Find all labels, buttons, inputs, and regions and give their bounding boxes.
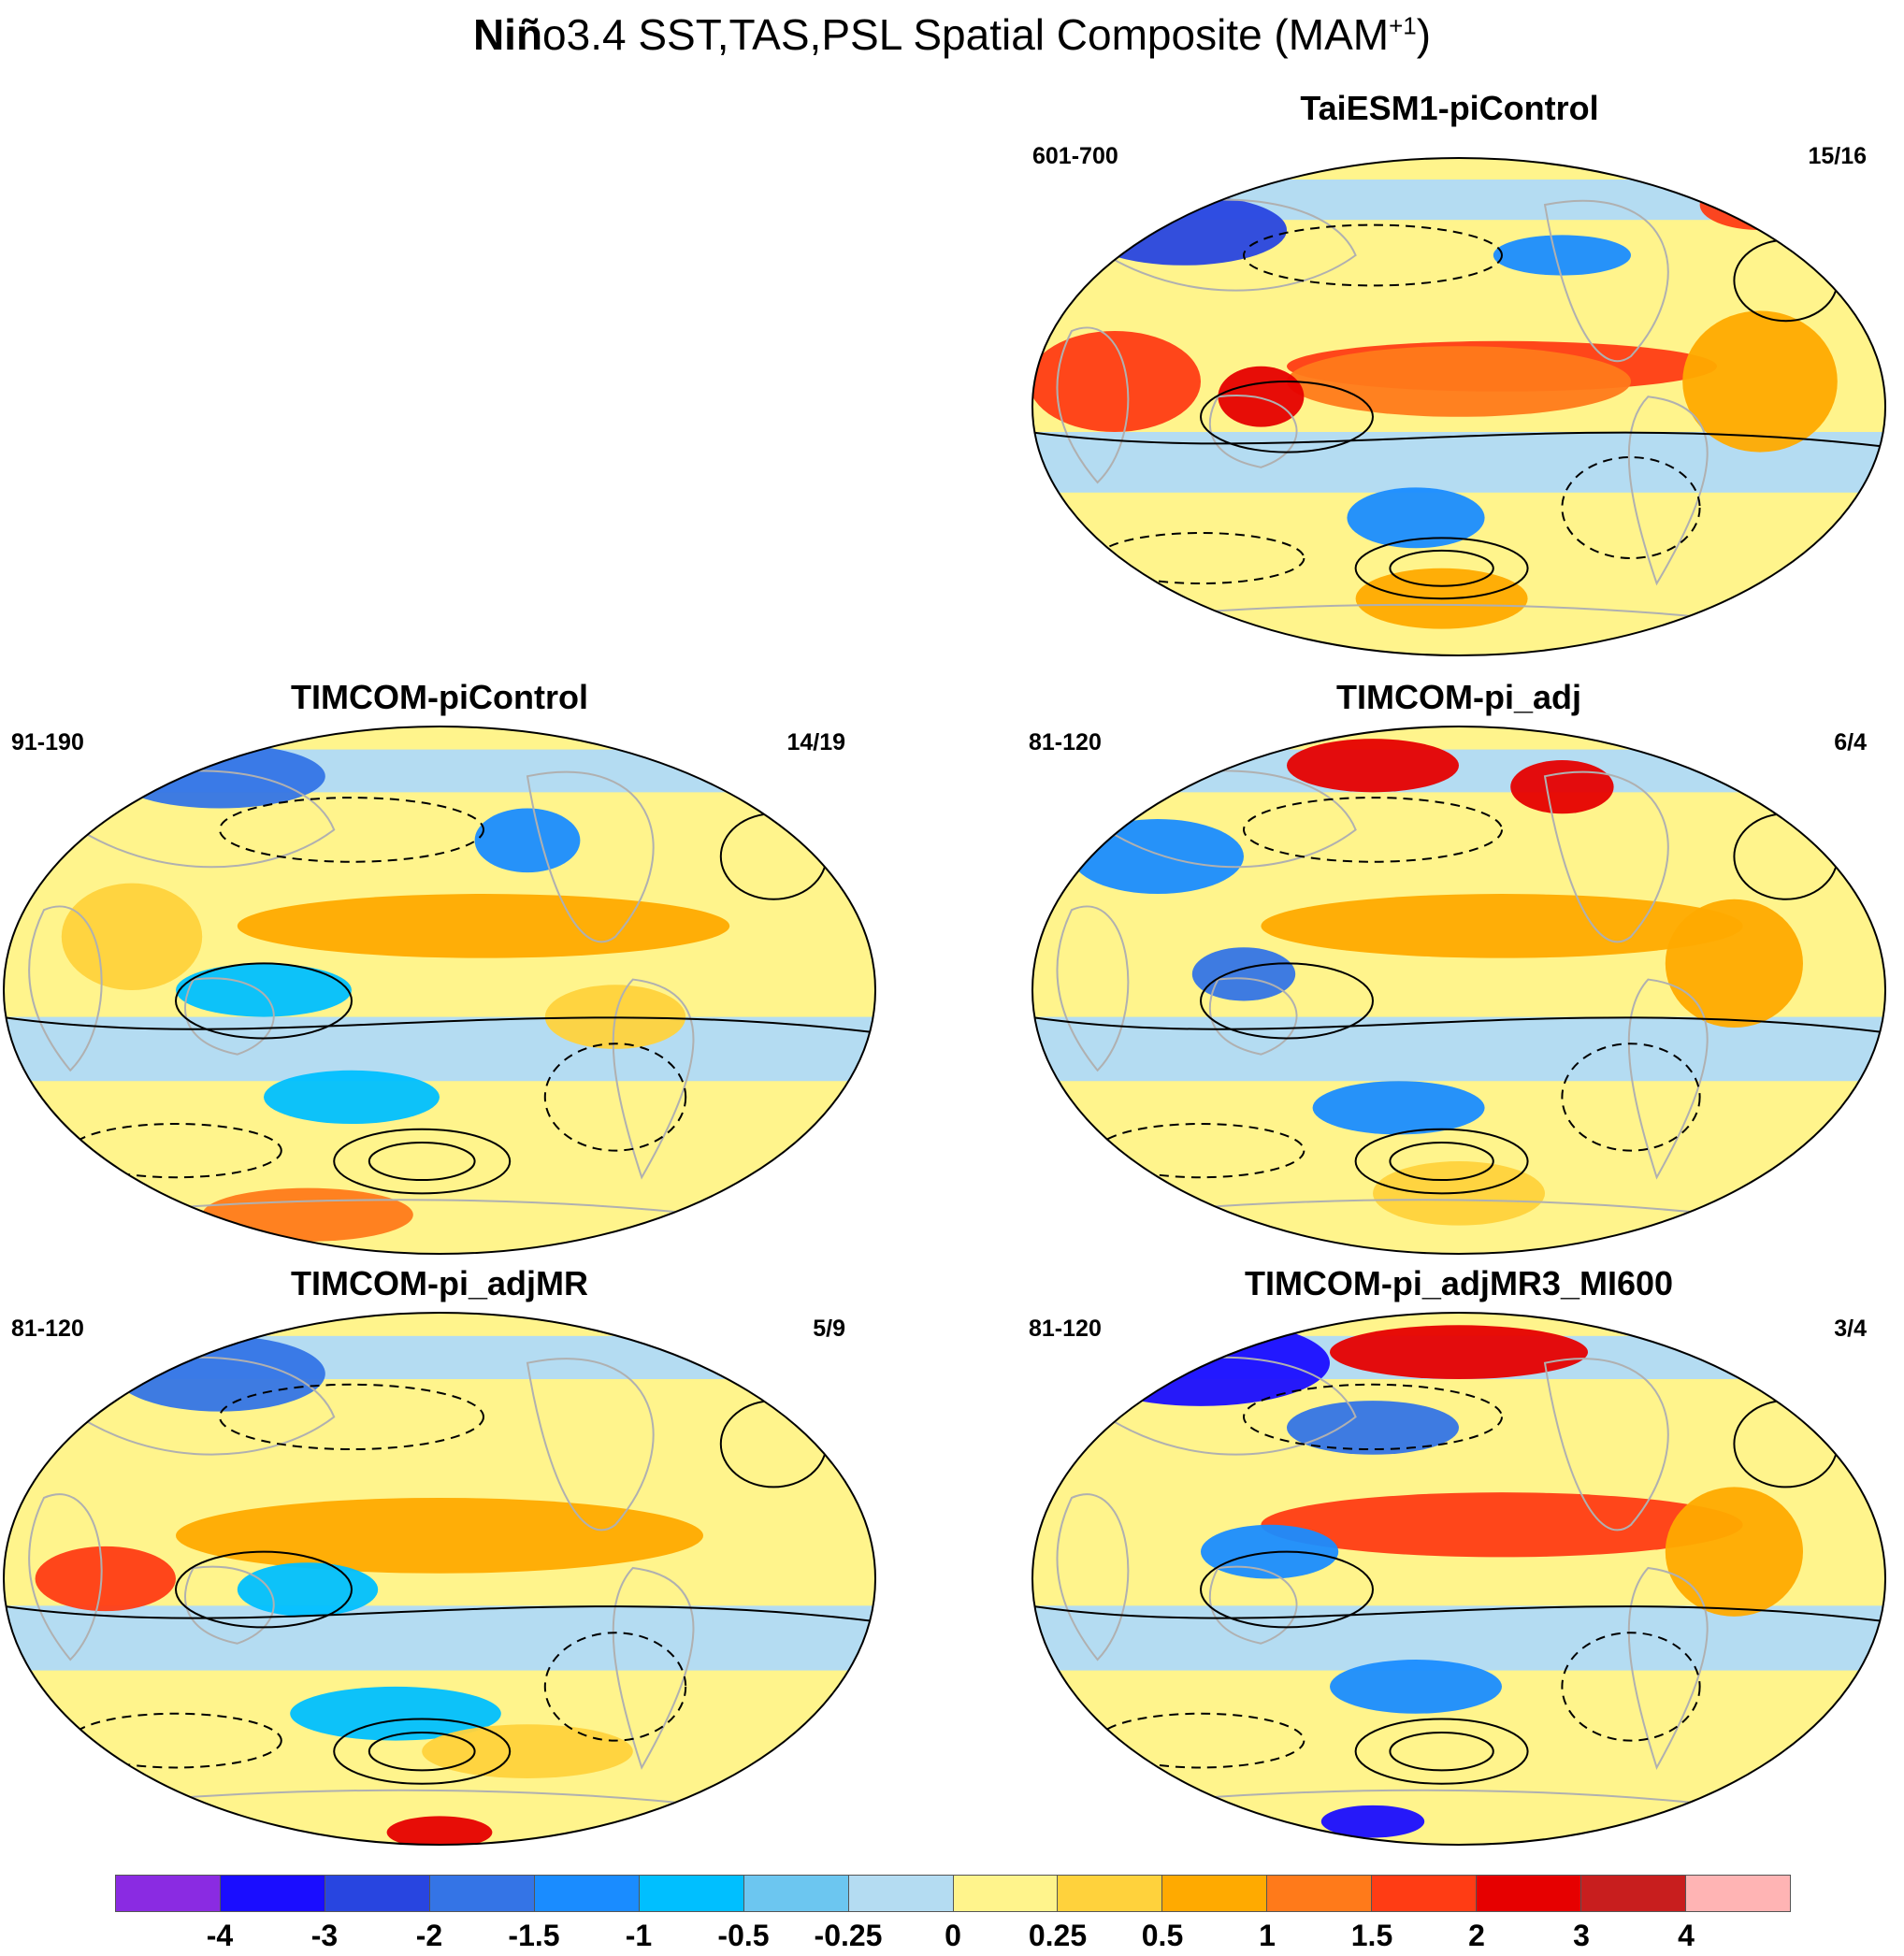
colorbar-swatch	[1162, 1876, 1268, 1911]
panel-timcom-pi-adjmr: TIMCOM-pi_adjMR 81-120 5/9	[0, 1264, 879, 1848]
composite-map	[3, 726, 876, 1255]
colorbar-tick-label: -1	[625, 1919, 653, 1952]
composite-map	[1031, 726, 1886, 1255]
panel-count: 15/16	[1808, 143, 1867, 169]
panel-count: 6/4	[1834, 729, 1867, 755]
panel-count: 14/19	[786, 729, 845, 755]
colorbar-tick-label: 4	[1678, 1919, 1695, 1952]
colorbar-swatch	[1477, 1876, 1582, 1911]
figure-title-close: )	[1416, 10, 1432, 59]
colorbar-swatch	[1581, 1876, 1687, 1911]
composite-map	[1031, 157, 1886, 656]
colorbar	[115, 1875, 1791, 1912]
colorbar-tick-label: -2	[415, 1919, 443, 1952]
panel-years: 91-190	[11, 729, 84, 755]
panel-count: 5/9	[813, 1316, 845, 1342]
panel-title: TIMCOM-pi_adjMR	[291, 1264, 588, 1302]
panel-timcom-pi-adj: TIMCOM-pi_adj 81-120 6/4	[1029, 678, 1889, 1258]
panel-years: 81-120	[1029, 729, 1102, 755]
panel-years: 81-120	[11, 1316, 84, 1342]
colorbar-swatch	[743, 1876, 849, 1911]
colorbar-swatch	[953, 1876, 1059, 1911]
panel-years: 81-120	[1029, 1316, 1102, 1342]
panel-taiesm1-picontrol: TaiESM1-piControl 601-700 15/16	[1029, 89, 1886, 659]
panel-timcom-pi-adjmr3-mi600: TIMCOM-pi_adjMR3_MI600 81-120 3/4	[1029, 1264, 1889, 1848]
panel-title: TIMCOM-pi_adjMR3_MI600	[1244, 1264, 1674, 1302]
colorbar-tick-label: 1	[1259, 1919, 1276, 1952]
colorbar-tick-label: 3	[1573, 1919, 1590, 1952]
figure-title-sup: +1	[1389, 11, 1417, 40]
colorbar-swatch	[1267, 1876, 1373, 1911]
panel-title: TIMCOM-pi_adj	[1336, 678, 1581, 716]
panel-years: 601-700	[1032, 143, 1118, 169]
panel-timcom-picontrol: TIMCOM-piControl 91-190 14/19	[0, 678, 879, 1258]
figure-title-bold: Niñ	[472, 10, 543, 59]
panel-title: TIMCOM-piControl	[291, 678, 588, 716]
colorbar-tick-label: 0.5	[1141, 1919, 1184, 1952]
colorbar-swatch	[1372, 1876, 1478, 1911]
colorbar-swatch	[639, 1876, 744, 1911]
figure-title-rest: o3.4 SST,TAS,PSL Spatial Composite (MAM	[542, 10, 1390, 59]
colorbar-tick-label: -0.5	[717, 1919, 770, 1952]
colorbar-tick-label: 2	[1468, 1919, 1485, 1952]
colorbar-tick-label: 1.5	[1350, 1919, 1393, 1952]
colorbar-swatch	[429, 1876, 535, 1911]
colorbar-tick-label: -4	[206, 1919, 234, 1952]
colorbar-swatch	[848, 1876, 954, 1911]
colorbar-swatch	[1058, 1876, 1163, 1911]
colorbar-tick-label: -1.5	[508, 1919, 560, 1952]
colorbar-swatch	[116, 1876, 221, 1911]
panel-count: 3/4	[1834, 1316, 1867, 1342]
figure-title: Niño3.4 SST,TAS,PSL Spatial Composite (M…	[0, 9, 1904, 60]
colorbar-swatch	[1686, 1876, 1790, 1911]
composite-map	[3, 1312, 876, 1846]
composite-map	[1031, 1312, 1886, 1846]
panel-title: TaiESM1-piControl	[1300, 89, 1599, 127]
colorbar-tick-label: 0.25	[1028, 1919, 1088, 1952]
colorbar-tick-label: -3	[310, 1919, 339, 1952]
colorbar-swatch	[325, 1876, 430, 1911]
colorbar-swatch	[220, 1876, 325, 1911]
colorbar-swatch	[534, 1876, 640, 1911]
colorbar-tick-label: 0	[945, 1919, 961, 1952]
colorbar-tick-label: -0.25	[814, 1919, 883, 1952]
